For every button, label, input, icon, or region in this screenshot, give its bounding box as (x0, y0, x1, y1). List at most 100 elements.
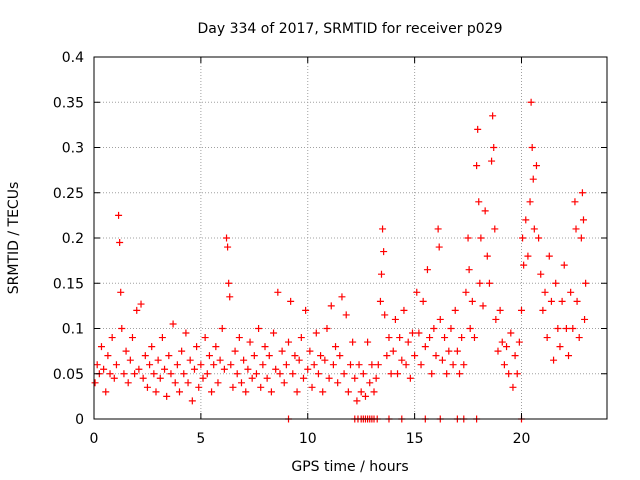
data-point (577, 234, 585, 242)
data-point (220, 365, 228, 373)
data-point (423, 266, 431, 274)
data-point (216, 356, 224, 364)
data-point (513, 370, 521, 378)
data-point (338, 293, 346, 301)
data-point (250, 352, 258, 360)
data-point (235, 334, 243, 342)
data-point (578, 189, 586, 197)
data-point (126, 356, 134, 364)
data-point (460, 361, 468, 369)
data-point (291, 352, 299, 360)
data-point (396, 334, 404, 342)
y-axis-label: SRMTID / TECUs (6, 182, 22, 295)
data-point (571, 198, 579, 206)
data-point (582, 279, 590, 287)
data-point (293, 388, 301, 396)
data-point (227, 361, 235, 369)
data-point (306, 347, 314, 355)
data-point (233, 370, 241, 378)
data-point (108, 334, 116, 342)
data-point (456, 370, 464, 378)
data-point (276, 370, 284, 378)
data-point (347, 361, 354, 369)
data-point (547, 297, 555, 305)
data-point (515, 338, 523, 346)
data-point (287, 297, 295, 305)
data-points (91, 98, 590, 423)
data-point (163, 392, 171, 400)
data-point (304, 365, 312, 373)
data-point (154, 356, 162, 364)
data-point (180, 370, 188, 378)
data-point (475, 198, 483, 206)
x-tick-label: 0 (90, 431, 99, 447)
data-point (398, 356, 406, 364)
data-point (370, 388, 378, 396)
data-point (537, 270, 545, 278)
data-point (527, 98, 535, 106)
data-point (447, 325, 455, 332)
data-point (325, 374, 333, 382)
data-point (383, 352, 391, 360)
data-point (404, 338, 412, 346)
data-point (449, 361, 457, 369)
x-tick-label: 15 (406, 431, 424, 447)
data-point (285, 338, 293, 346)
data-point (567, 288, 575, 296)
data-point (124, 379, 132, 387)
x-tick-label: 5 (196, 431, 205, 447)
y-tick-label: 0.35 (53, 95, 84, 111)
data-point (500, 361, 508, 369)
x-tick-label: 10 (299, 431, 317, 447)
data-point (430, 325, 438, 332)
data-point (104, 352, 112, 360)
data-point (319, 388, 327, 396)
data-point (165, 352, 173, 360)
data-point (419, 297, 427, 305)
data-point (462, 288, 470, 296)
data-point (411, 352, 419, 360)
data-point (528, 144, 536, 151)
data-point (560, 261, 568, 269)
data-point (408, 329, 416, 337)
data-point (434, 225, 442, 233)
data-point (259, 361, 267, 369)
data-point (443, 370, 451, 378)
data-point (432, 352, 440, 360)
x-tick-label: 20 (513, 431, 531, 447)
data-point (541, 288, 549, 296)
data-point (323, 325, 331, 332)
data-point (415, 329, 423, 337)
data-point (141, 352, 149, 360)
data-point (195, 383, 203, 391)
data-point (317, 352, 325, 360)
data-point (351, 374, 359, 382)
data-point (485, 279, 493, 287)
data-point (400, 306, 408, 314)
data-point (334, 379, 342, 387)
data-point (539, 306, 547, 314)
data-point (342, 311, 350, 319)
data-point (529, 175, 537, 183)
data-point (357, 388, 365, 396)
data-point (349, 338, 357, 346)
data-point (524, 252, 532, 260)
data-point (272, 365, 280, 373)
data-point (376, 297, 384, 305)
data-point (158, 334, 166, 342)
data-point (562, 325, 570, 332)
data-point (225, 279, 233, 287)
data-point (520, 261, 528, 269)
data-point (509, 383, 517, 391)
data-point (97, 343, 105, 351)
data-point (265, 352, 273, 360)
data-point (188, 397, 196, 405)
data-point (203, 370, 211, 378)
data-point (190, 365, 198, 373)
data-point (148, 343, 156, 351)
y-tick-label: 0.2 (62, 231, 84, 247)
data-point (270, 329, 278, 337)
data-point (106, 370, 114, 378)
data-point (436, 315, 444, 323)
